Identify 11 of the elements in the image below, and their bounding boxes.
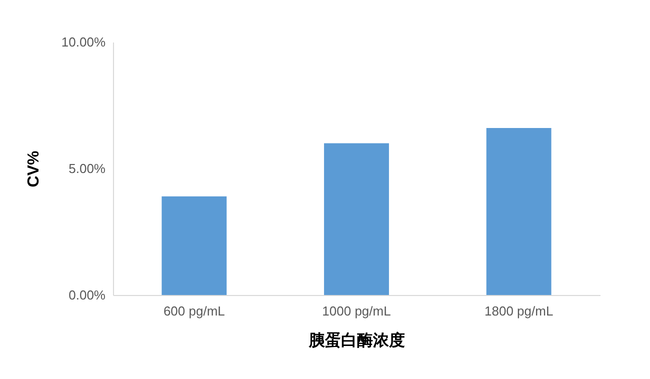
y-axis-title: CV% [25, 150, 42, 188]
bar [486, 128, 552, 295]
y-tick-label: 5.00% [68, 161, 106, 176]
bar [162, 196, 227, 295]
bar [324, 143, 389, 295]
x-tick-label: 600 pg/mL [163, 304, 225, 318]
x-axis-title: 胰蛋白酶浓度 [308, 330, 405, 350]
x-tick-label: 1800 pg/mL [484, 304, 554, 318]
y-tick-label: 0.00% [68, 288, 106, 302]
y-tick-label: 10.00% [61, 34, 106, 50]
x-tick-label: 1000 pg/mL [322, 304, 391, 318]
